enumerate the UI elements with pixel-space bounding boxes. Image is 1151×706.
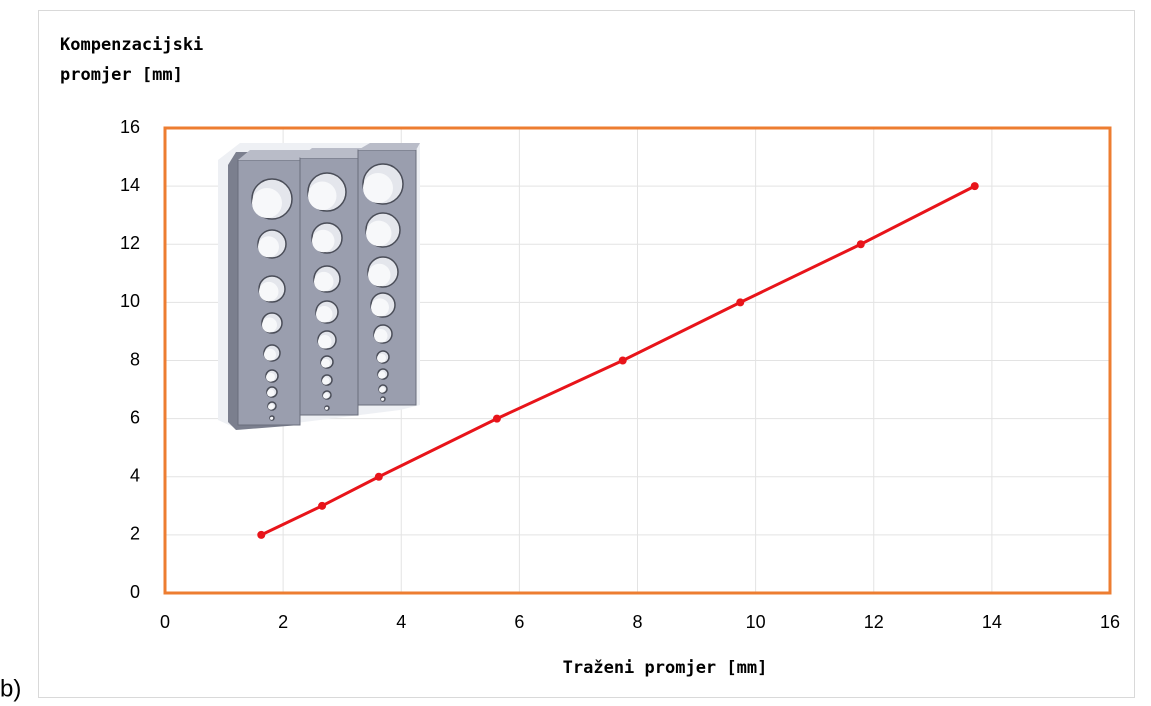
x-tick-label: 4 [396, 612, 406, 632]
hole-shade [308, 182, 337, 211]
y-tick-label: 0 [130, 582, 140, 602]
x-axis-label: Traženi promjer [mm] [563, 658, 768, 678]
data-point [619, 357, 627, 365]
hole-shade [259, 282, 279, 302]
y-tick-label: 8 [130, 349, 140, 369]
y-tick-label: 14 [120, 175, 140, 195]
hole-shade [270, 417, 273, 420]
hole-shade [314, 272, 334, 292]
hole-shade [268, 404, 274, 410]
page: b) Kompenzacijski promjer [mm] Traženi p… [0, 0, 1151, 706]
data-point [736, 298, 744, 306]
hole-shade [252, 188, 282, 218]
chart: b) Kompenzacijski promjer [mm] Traženi p… [0, 0, 1151, 706]
y-tick-label: 16 [120, 117, 140, 137]
y-tick-label: 2 [130, 524, 140, 544]
hole-shade [266, 373, 275, 382]
hole-shade [318, 335, 332, 349]
hole-shade [366, 221, 392, 247]
hole-shade [377, 354, 386, 363]
x-tick-label: 2 [278, 612, 288, 632]
x-tick-label: 6 [514, 612, 524, 632]
x-tick-label: 10 [746, 612, 766, 632]
hole-shade [325, 407, 328, 410]
x-tick-label: 16 [1100, 612, 1120, 632]
hole-shade [316, 306, 333, 323]
y-tick-label: 6 [130, 407, 140, 427]
y-axis-label: promjer [mm] [60, 65, 183, 85]
inset-illustration [218, 143, 420, 430]
hole-shade [374, 329, 388, 343]
hole-shade [323, 393, 329, 399]
panel-label: b) [0, 675, 21, 702]
hole-shade [368, 264, 391, 287]
hole-shade [363, 173, 393, 203]
hole-shade [258, 236, 279, 257]
hole-shade [312, 230, 335, 253]
hole-shade [262, 318, 277, 333]
x-tick-label: 14 [982, 612, 1002, 632]
y-tick-label: 12 [120, 233, 140, 253]
data-point [375, 473, 383, 481]
hole-shade [379, 387, 385, 393]
data-point [493, 415, 501, 423]
data-point [318, 502, 326, 510]
data-point [257, 531, 265, 539]
y-axis-label: Kompenzacijski [60, 35, 203, 55]
data-point [857, 240, 865, 248]
x-tick-label: 0 [160, 612, 170, 632]
data-point [971, 182, 979, 190]
y-tick-label: 10 [120, 291, 140, 311]
hole-shade [321, 359, 330, 368]
block-1-top [238, 150, 310, 160]
hole-shade [381, 398, 384, 401]
y-tick-label: 4 [130, 466, 140, 486]
hole-shade [371, 298, 389, 316]
hole-shade [378, 371, 386, 379]
x-tick-label: 8 [632, 612, 642, 632]
hole-shade [322, 377, 330, 385]
hole-shade [264, 349, 276, 361]
hole-shade [267, 389, 275, 397]
x-tick-label: 12 [864, 612, 884, 632]
